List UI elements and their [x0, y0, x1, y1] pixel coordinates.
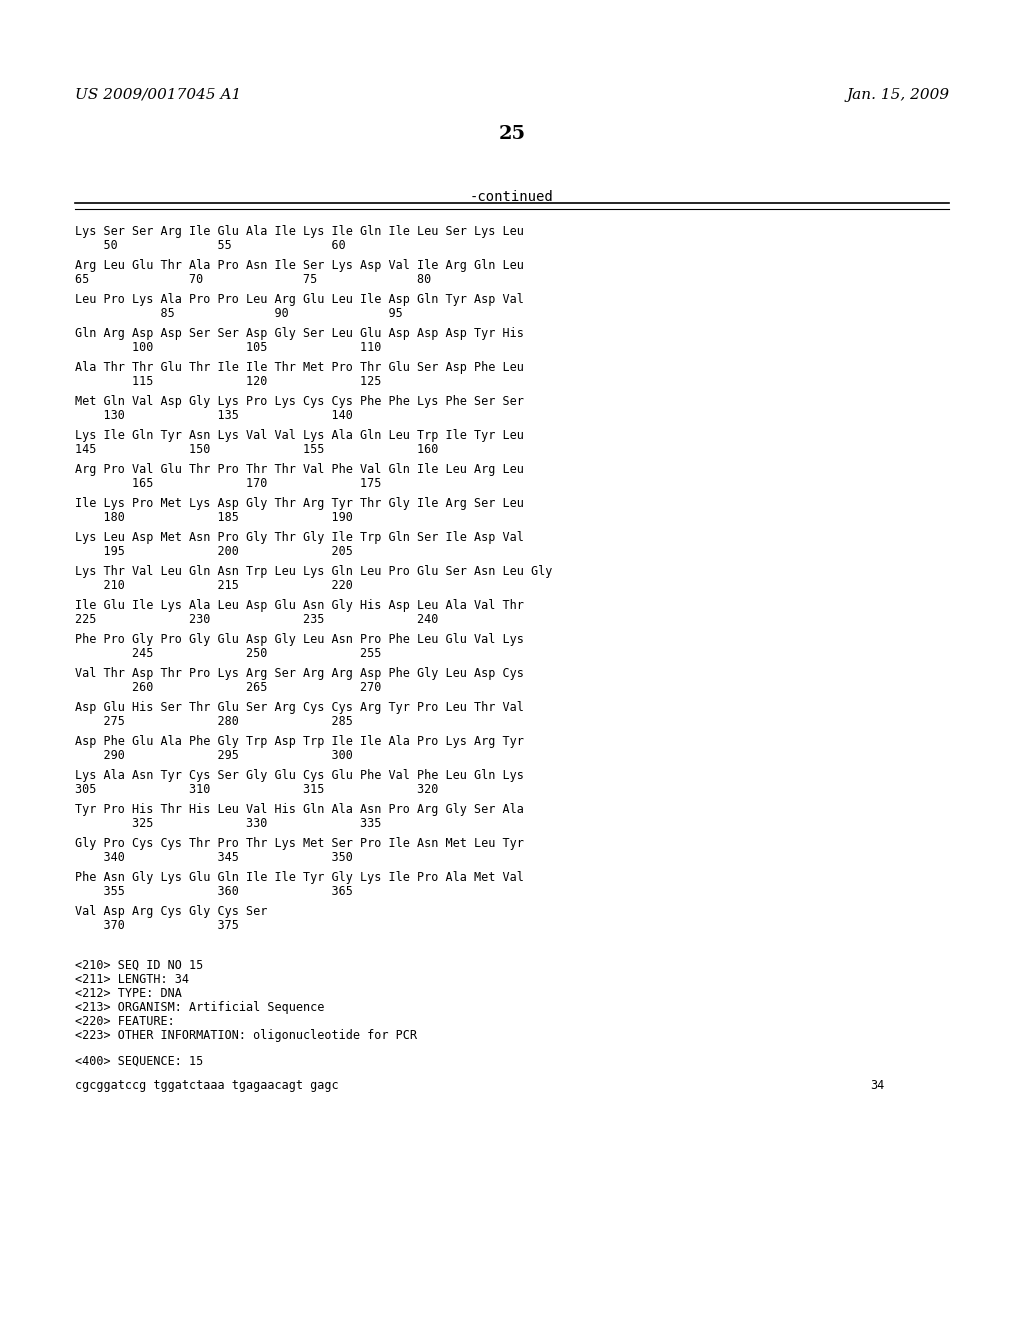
Text: Asp Glu His Ser Thr Glu Ser Arg Cys Cys Arg Tyr Pro Leu Thr Val: Asp Glu His Ser Thr Glu Ser Arg Cys Cys … — [75, 701, 524, 714]
Text: 130             135             140: 130 135 140 — [75, 409, 353, 422]
Text: 34: 34 — [870, 1078, 885, 1092]
Text: 340             345             350: 340 345 350 — [75, 851, 353, 865]
Text: 245             250             255: 245 250 255 — [75, 647, 381, 660]
Text: Arg Leu Glu Thr Ala Pro Asn Ile Ser Lys Asp Val Ile Arg Gln Leu: Arg Leu Glu Thr Ala Pro Asn Ile Ser Lys … — [75, 259, 524, 272]
Text: Val Asp Arg Cys Gly Cys Ser: Val Asp Arg Cys Gly Cys Ser — [75, 906, 267, 917]
Text: 290             295             300: 290 295 300 — [75, 748, 353, 762]
Text: Lys Ile Gln Tyr Asn Lys Val Val Lys Ala Gln Leu Trp Ile Tyr Leu: Lys Ile Gln Tyr Asn Lys Val Val Lys Ala … — [75, 429, 524, 442]
Text: 50              55              60: 50 55 60 — [75, 239, 346, 252]
Text: 180             185             190: 180 185 190 — [75, 511, 353, 524]
Text: cgcggatccg tggatctaaa tgagaacagt gagc: cgcggatccg tggatctaaa tgagaacagt gagc — [75, 1078, 339, 1092]
Text: 355             360             365: 355 360 365 — [75, 884, 353, 898]
Text: Lys Ala Asn Tyr Cys Ser Gly Glu Cys Glu Phe Val Phe Leu Gln Lys: Lys Ala Asn Tyr Cys Ser Gly Glu Cys Glu … — [75, 770, 524, 781]
Text: Phe Pro Gly Pro Gly Glu Asp Gly Leu Asn Pro Phe Leu Glu Val Lys: Phe Pro Gly Pro Gly Glu Asp Gly Leu Asn … — [75, 634, 524, 645]
Text: Val Thr Asp Thr Pro Lys Arg Ser Arg Arg Asp Phe Gly Leu Asp Cys: Val Thr Asp Thr Pro Lys Arg Ser Arg Arg … — [75, 667, 524, 680]
Text: Met Gln Val Asp Gly Lys Pro Lys Cys Cys Phe Phe Lys Phe Ser Ser: Met Gln Val Asp Gly Lys Pro Lys Cys Cys … — [75, 395, 524, 408]
Text: Gly Pro Cys Cys Thr Pro Thr Lys Met Ser Pro Ile Asn Met Leu Tyr: Gly Pro Cys Cys Thr Pro Thr Lys Met Ser … — [75, 837, 524, 850]
Text: <212> TYPE: DNA: <212> TYPE: DNA — [75, 987, 182, 1001]
Text: 210             215             220: 210 215 220 — [75, 579, 353, 591]
Text: 370             375: 370 375 — [75, 919, 239, 932]
Text: Leu Pro Lys Ala Pro Pro Leu Arg Glu Leu Ile Asp Gln Tyr Asp Val: Leu Pro Lys Ala Pro Pro Leu Arg Glu Leu … — [75, 293, 524, 306]
Text: 225             230             235             240: 225 230 235 240 — [75, 612, 438, 626]
Text: Gln Arg Asp Asp Ser Ser Asp Gly Ser Leu Glu Asp Asp Asp Tyr His: Gln Arg Asp Asp Ser Ser Asp Gly Ser Leu … — [75, 327, 524, 341]
Text: <211> LENGTH: 34: <211> LENGTH: 34 — [75, 973, 189, 986]
Text: Lys Thr Val Leu Gln Asn Trp Leu Lys Gln Leu Pro Glu Ser Asn Leu Gly: Lys Thr Val Leu Gln Asn Trp Leu Lys Gln … — [75, 565, 552, 578]
Text: Ile Glu Ile Lys Ala Leu Asp Glu Asn Gly His Asp Leu Ala Val Thr: Ile Glu Ile Lys Ala Leu Asp Glu Asn Gly … — [75, 599, 524, 612]
Text: 165             170             175: 165 170 175 — [75, 477, 381, 490]
Text: US 2009/0017045 A1: US 2009/0017045 A1 — [75, 88, 242, 102]
Text: Lys Leu Asp Met Asn Pro Gly Thr Gly Ile Trp Gln Ser Ile Asp Val: Lys Leu Asp Met Asn Pro Gly Thr Gly Ile … — [75, 531, 524, 544]
Text: 145             150             155             160: 145 150 155 160 — [75, 444, 438, 455]
Text: 25: 25 — [499, 125, 525, 143]
Text: Asp Phe Glu Ala Phe Gly Trp Asp Trp Ile Ile Ala Pro Lys Arg Tyr: Asp Phe Glu Ala Phe Gly Trp Asp Trp Ile … — [75, 735, 524, 748]
Text: 100             105             110: 100 105 110 — [75, 341, 381, 354]
Text: Ala Thr Thr Glu Thr Ile Ile Thr Met Pro Thr Glu Ser Asp Phe Leu: Ala Thr Thr Glu Thr Ile Ile Thr Met Pro … — [75, 360, 524, 374]
Text: 305             310             315             320: 305 310 315 320 — [75, 783, 438, 796]
Text: 325             330             335: 325 330 335 — [75, 817, 381, 830]
Text: 275             280             285: 275 280 285 — [75, 715, 353, 729]
Text: -continued: -continued — [470, 190, 554, 205]
Text: Lys Ser Ser Arg Ile Glu Ala Ile Lys Ile Gln Ile Leu Ser Lys Leu: Lys Ser Ser Arg Ile Glu Ala Ile Lys Ile … — [75, 224, 524, 238]
Text: <400> SEQUENCE: 15: <400> SEQUENCE: 15 — [75, 1055, 203, 1068]
Text: 85              90              95: 85 90 95 — [75, 308, 402, 319]
Text: Tyr Pro His Thr His Leu Val His Gln Ala Asn Pro Arg Gly Ser Ala: Tyr Pro His Thr His Leu Val His Gln Ala … — [75, 803, 524, 816]
Text: 195             200             205: 195 200 205 — [75, 545, 353, 558]
Text: <210> SEQ ID NO 15: <210> SEQ ID NO 15 — [75, 960, 203, 972]
Text: Phe Asn Gly Lys Glu Gln Ile Ile Tyr Gly Lys Ile Pro Ala Met Val: Phe Asn Gly Lys Glu Gln Ile Ile Tyr Gly … — [75, 871, 524, 884]
Text: 115             120             125: 115 120 125 — [75, 375, 381, 388]
Text: 260             265             270: 260 265 270 — [75, 681, 381, 694]
Text: <213> ORGANISM: Artificial Sequence: <213> ORGANISM: Artificial Sequence — [75, 1001, 325, 1014]
Text: <223> OTHER INFORMATION: oligonucleotide for PCR: <223> OTHER INFORMATION: oligonucleotide… — [75, 1030, 417, 1041]
Text: Arg Pro Val Glu Thr Pro Thr Thr Val Phe Val Gln Ile Leu Arg Leu: Arg Pro Val Glu Thr Pro Thr Thr Val Phe … — [75, 463, 524, 477]
Text: Jan. 15, 2009: Jan. 15, 2009 — [847, 88, 950, 102]
Text: <220> FEATURE:: <220> FEATURE: — [75, 1015, 175, 1028]
Text: Ile Lys Pro Met Lys Asp Gly Thr Arg Tyr Thr Gly Ile Arg Ser Leu: Ile Lys Pro Met Lys Asp Gly Thr Arg Tyr … — [75, 498, 524, 510]
Text: 65              70              75              80: 65 70 75 80 — [75, 273, 431, 286]
